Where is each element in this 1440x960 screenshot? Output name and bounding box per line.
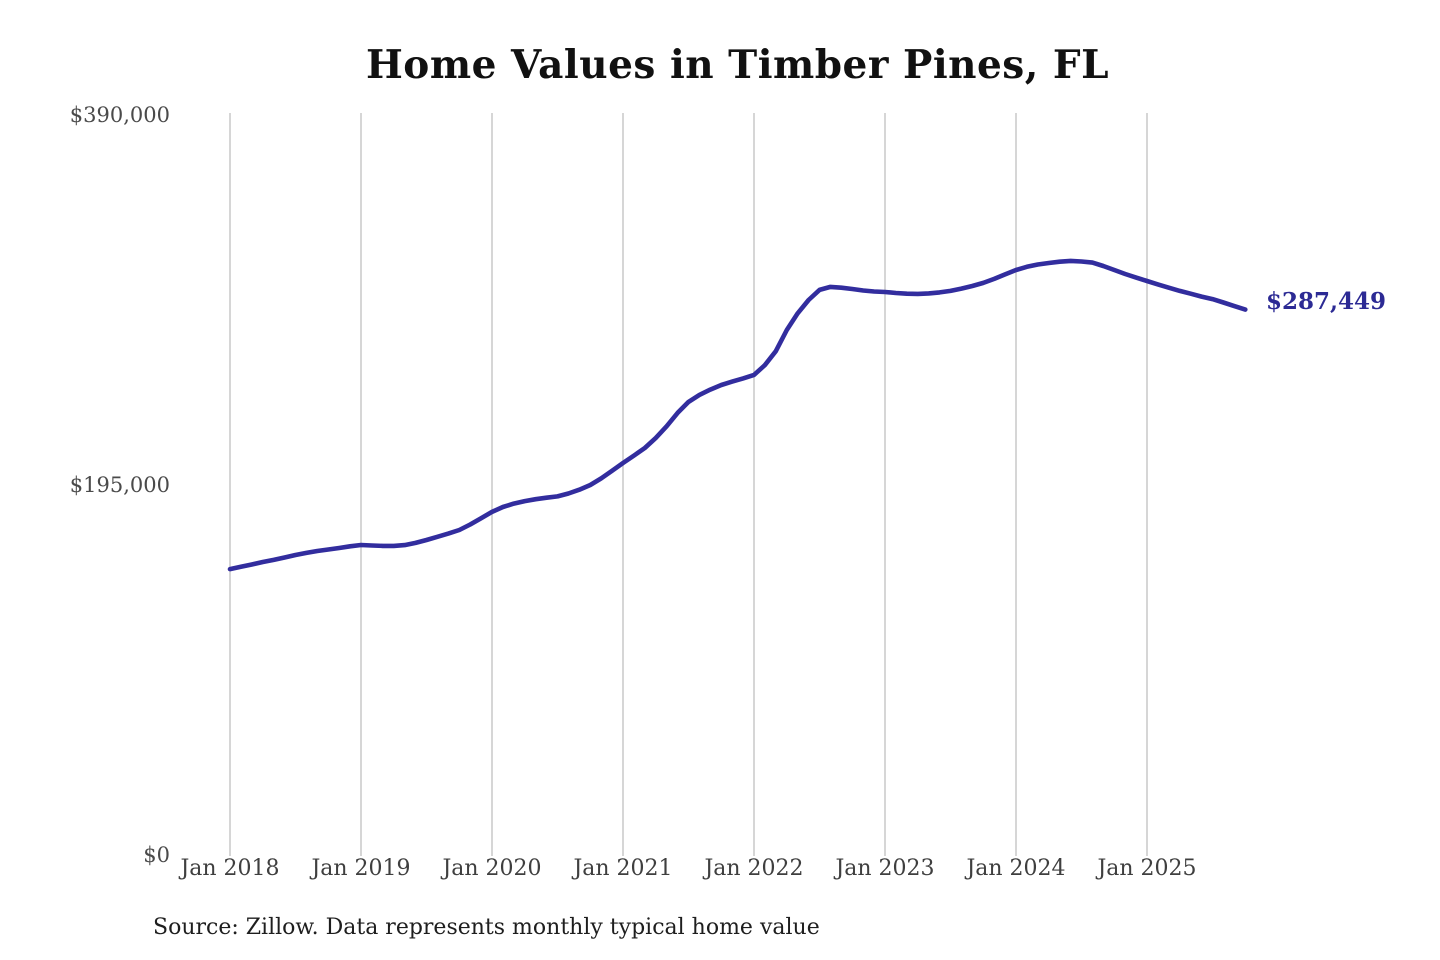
end-value-label: $287,449	[1266, 288, 1387, 315]
y-axis-label-390000: $390,000	[69, 103, 170, 127]
source-note: Source: Zillow. Data represents monthly …	[153, 915, 820, 940]
x-axis-label-7: Jan 2025	[1097, 856, 1197, 881]
x-axis-label-0: Jan 2018	[180, 856, 280, 881]
y-axis-label-0: $0	[143, 843, 170, 867]
x-axis-label-1: Jan 2019	[311, 856, 411, 881]
x-axis-label-6: Jan 2024	[966, 856, 1066, 881]
x-axis-label-3: Jan 2021	[573, 856, 673, 881]
x-axis-label-4: Jan 2022	[704, 856, 804, 881]
x-axis-label-2: Jan 2020	[442, 856, 542, 881]
x-axis-label-5: Jan 2023	[835, 856, 935, 881]
home-value-line	[227, 258, 1248, 572]
chart-title: Home Values in Timber Pines, FL	[365, 42, 1110, 88]
y-axis-label-195000: $195,000	[69, 473, 170, 497]
